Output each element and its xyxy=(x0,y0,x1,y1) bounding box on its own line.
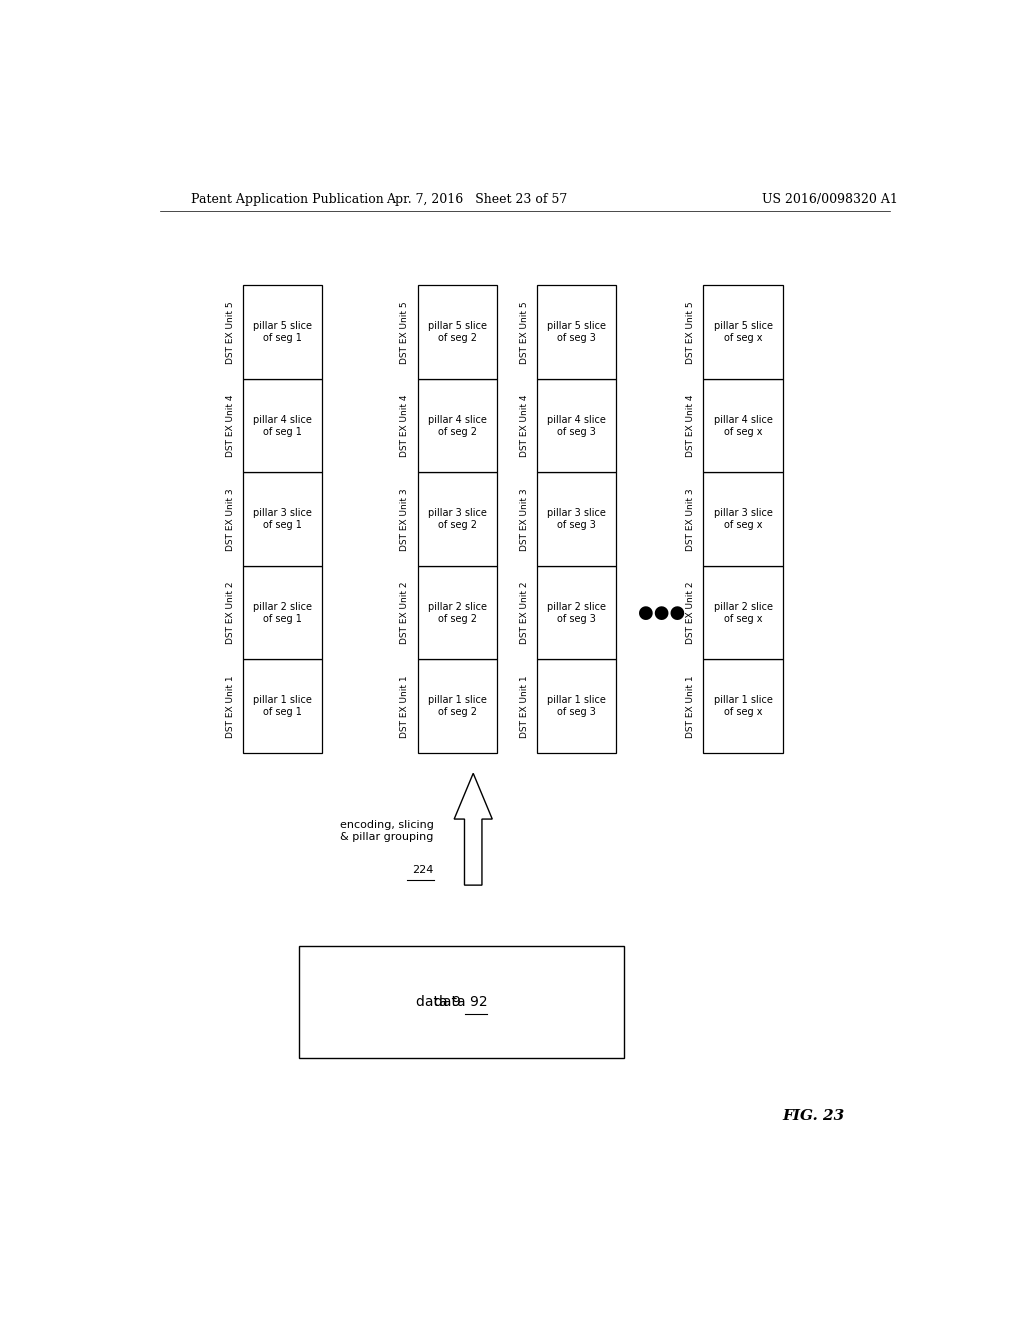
Text: data 9: data 9 xyxy=(417,995,461,1008)
Text: DST EX Unit 5: DST EX Unit 5 xyxy=(686,301,695,363)
Bar xyxy=(537,473,616,566)
Bar xyxy=(703,285,782,379)
Text: pillar 5 slice
of seg 3: pillar 5 slice of seg 3 xyxy=(547,321,606,343)
Bar xyxy=(418,566,497,660)
Bar xyxy=(703,660,782,752)
Text: DST EX Unit 3: DST EX Unit 3 xyxy=(400,488,410,550)
Text: DST EX Unit 4: DST EX Unit 4 xyxy=(686,395,695,457)
Text: ●●●: ●●● xyxy=(638,603,685,622)
Text: DST EX Unit 2: DST EX Unit 2 xyxy=(226,582,234,644)
Polygon shape xyxy=(455,774,493,886)
Text: DST EX Unit 2: DST EX Unit 2 xyxy=(400,582,410,644)
Text: pillar 4 slice
of seg 3: pillar 4 slice of seg 3 xyxy=(547,414,606,437)
Text: pillar 1 slice
of seg 2: pillar 1 slice of seg 2 xyxy=(428,696,486,717)
Text: DST EX Unit 4: DST EX Unit 4 xyxy=(519,395,528,457)
Text: pillar 1 slice
of seg 3: pillar 1 slice of seg 3 xyxy=(547,696,606,717)
Bar xyxy=(243,285,323,379)
Text: pillar 1 slice
of seg x: pillar 1 slice of seg x xyxy=(714,696,772,717)
Text: DST EX Unit 2: DST EX Unit 2 xyxy=(686,582,695,644)
Bar xyxy=(418,660,497,752)
Bar xyxy=(537,379,616,473)
Text: pillar 5 slice
of seg x: pillar 5 slice of seg x xyxy=(714,321,772,343)
Text: data 92: data 92 xyxy=(434,995,488,1008)
Bar xyxy=(243,379,323,473)
Text: pillar 4 slice
of seg 1: pillar 4 slice of seg 1 xyxy=(253,414,312,437)
Bar xyxy=(703,473,782,566)
Text: DST EX Unit 5: DST EX Unit 5 xyxy=(400,301,410,363)
Text: DST EX Unit 4: DST EX Unit 4 xyxy=(400,395,410,457)
Bar xyxy=(243,566,323,660)
Text: DST EX Unit 1: DST EX Unit 1 xyxy=(686,675,695,738)
Bar xyxy=(418,473,497,566)
Text: pillar 4 slice
of seg x: pillar 4 slice of seg x xyxy=(714,414,772,437)
Bar xyxy=(418,285,497,379)
Text: FIG. 23: FIG. 23 xyxy=(782,1109,845,1123)
Text: US 2016/0098320 A1: US 2016/0098320 A1 xyxy=(762,193,898,206)
Text: pillar 3 slice
of seg x: pillar 3 slice of seg x xyxy=(714,508,772,531)
Text: encoding, slicing
& pillar grouping: encoding, slicing & pillar grouping xyxy=(340,821,433,842)
Text: pillar 5 slice
of seg 2: pillar 5 slice of seg 2 xyxy=(428,321,486,343)
Bar xyxy=(537,285,616,379)
Text: pillar 2 slice
of seg x: pillar 2 slice of seg x xyxy=(714,602,772,623)
Text: pillar 2 slice
of seg 2: pillar 2 slice of seg 2 xyxy=(428,602,486,623)
Text: DST EX Unit 1: DST EX Unit 1 xyxy=(226,675,234,738)
Text: DST EX Unit 1: DST EX Unit 1 xyxy=(519,675,528,738)
Bar xyxy=(243,473,323,566)
Text: pillar 4 slice
of seg 2: pillar 4 slice of seg 2 xyxy=(428,414,486,437)
Text: DST EX Unit 1: DST EX Unit 1 xyxy=(400,675,410,738)
Text: DST EX Unit 3: DST EX Unit 3 xyxy=(686,488,695,550)
Text: pillar 3 slice
of seg 1: pillar 3 slice of seg 1 xyxy=(253,508,312,531)
Text: Patent Application Publication: Patent Application Publication xyxy=(191,193,384,206)
Text: DST EX Unit 3: DST EX Unit 3 xyxy=(519,488,528,550)
Text: pillar 3 slice
of seg 2: pillar 3 slice of seg 2 xyxy=(428,508,486,531)
Bar xyxy=(703,566,782,660)
Text: pillar 5 slice
of seg 1: pillar 5 slice of seg 1 xyxy=(253,321,312,343)
Text: DST EX Unit 5: DST EX Unit 5 xyxy=(519,301,528,363)
Text: 224: 224 xyxy=(413,865,433,875)
Bar xyxy=(703,379,782,473)
Text: DST EX Unit 4: DST EX Unit 4 xyxy=(226,395,234,457)
Text: pillar 2 slice
of seg 1: pillar 2 slice of seg 1 xyxy=(253,602,312,623)
Bar xyxy=(243,660,323,752)
Text: DST EX Unit 5: DST EX Unit 5 xyxy=(226,301,234,363)
Bar xyxy=(537,566,616,660)
Bar xyxy=(537,660,616,752)
Text: pillar 1 slice
of seg 1: pillar 1 slice of seg 1 xyxy=(253,696,312,717)
Bar xyxy=(418,379,497,473)
Bar xyxy=(299,946,624,1057)
Text: pillar 3 slice
of seg 3: pillar 3 slice of seg 3 xyxy=(547,508,606,531)
Text: Apr. 7, 2016   Sheet 23 of 57: Apr. 7, 2016 Sheet 23 of 57 xyxy=(386,193,568,206)
Text: pillar 2 slice
of seg 3: pillar 2 slice of seg 3 xyxy=(547,602,606,623)
Text: DST EX Unit 3: DST EX Unit 3 xyxy=(226,488,234,550)
Text: DST EX Unit 2: DST EX Unit 2 xyxy=(519,582,528,644)
